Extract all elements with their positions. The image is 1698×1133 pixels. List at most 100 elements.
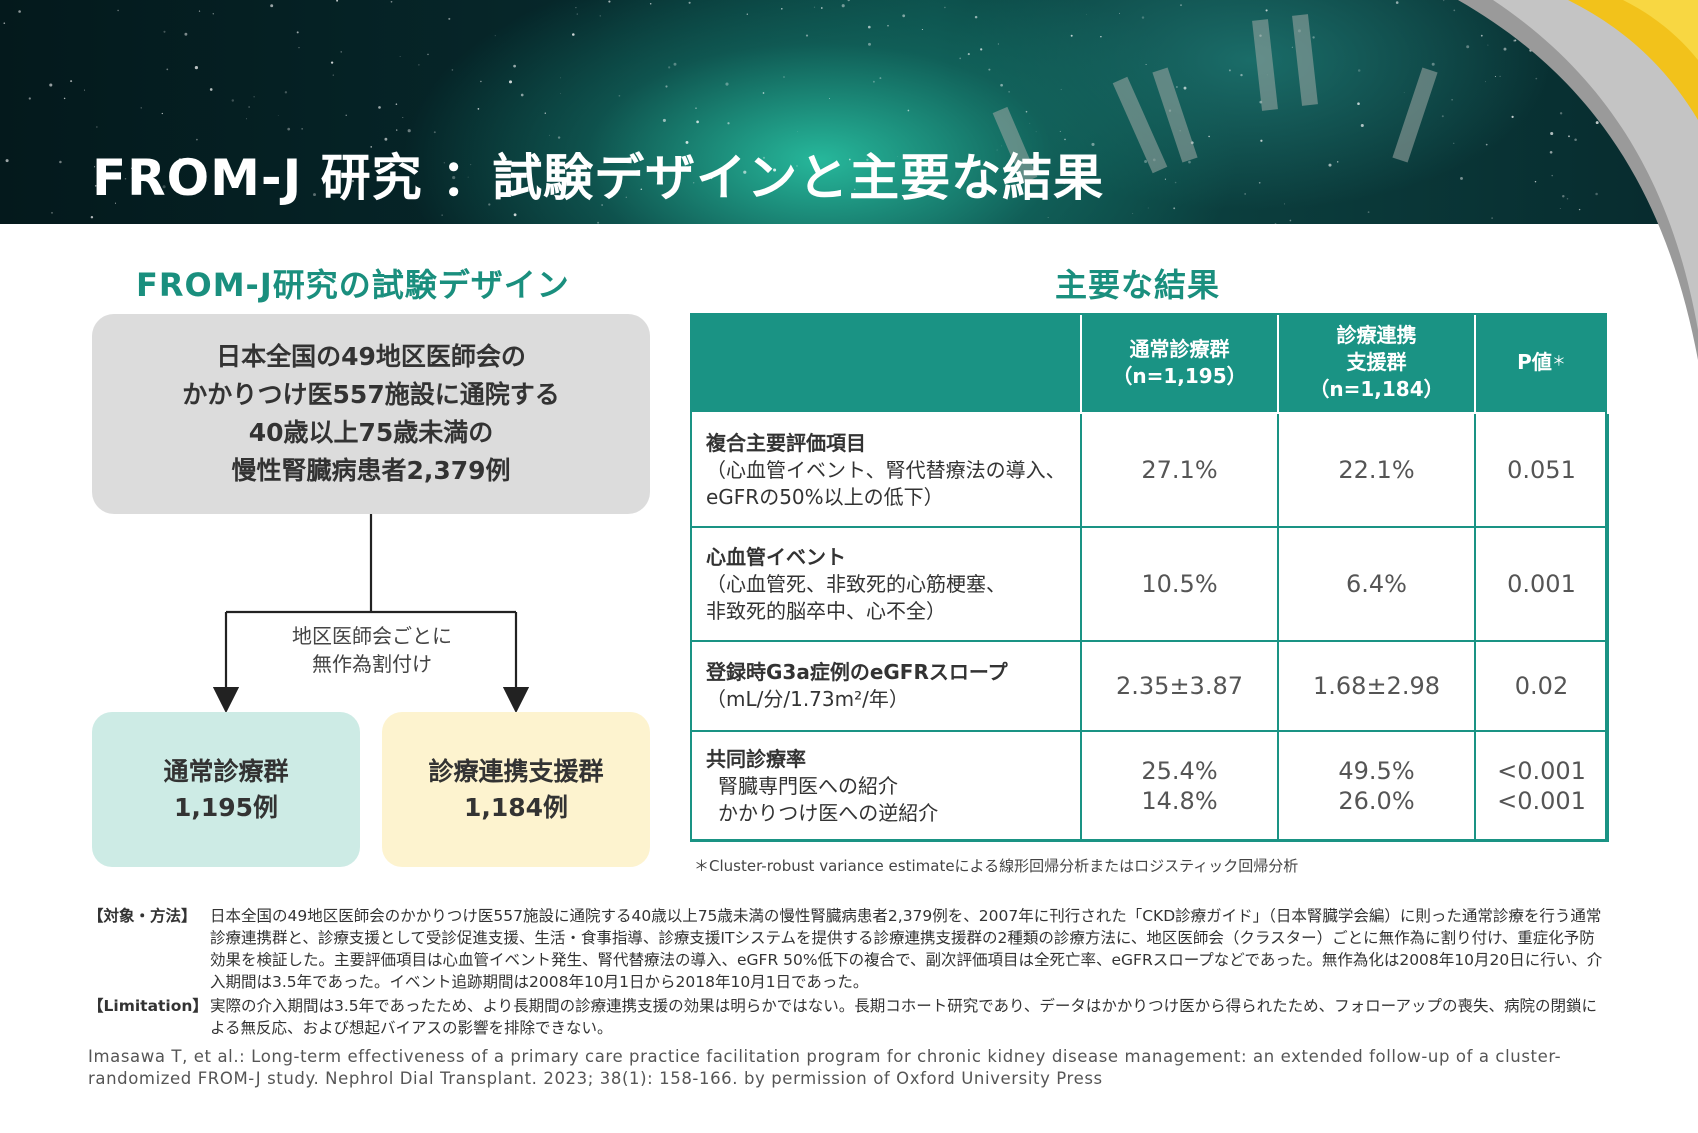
star-dot — [1001, 145, 1002, 147]
star-dot — [1550, 131, 1554, 136]
corner-decoration — [1458, 0, 1698, 360]
star-dot — [178, 158, 182, 162]
star-dot — [1403, 92, 1405, 93]
star-dot — [370, 146, 372, 148]
support-group-box: 診療連携支援群 1,184例 — [382, 712, 650, 867]
star-dot — [480, 80, 482, 83]
star-dot — [441, 214, 443, 216]
population-line: 40歳以上75歳未満の — [248, 418, 494, 447]
star-dot — [1511, 115, 1514, 119]
star-dot — [84, 89, 86, 91]
star-dot — [513, 64, 516, 68]
method-text: 日本全国の49地区医師会のかかりつけ医557施設に通院する40歳以上75歳未満の… — [210, 907, 1603, 991]
star-dot — [470, 164, 472, 166]
star-dot — [1258, 181, 1261, 184]
star-dot — [1047, 217, 1049, 218]
support-value: 1.68±2.98 — [1277, 640, 1476, 732]
star-dot — [996, 149, 998, 151]
table-header-row: 通常診療群 （n=1,195） 診療連携 支援群 （n=1,184） P値＊ — [690, 313, 1609, 414]
star-dot — [557, 136, 561, 139]
star-dot — [508, 80, 513, 84]
star-dot — [762, 156, 766, 159]
star-dot — [1289, 219, 1292, 222]
star-dot — [301, 128, 303, 130]
star-dot — [198, 10, 201, 12]
star-dot — [1260, 139, 1263, 142]
star-dot — [877, 162, 881, 166]
star-dot — [1494, 76, 1496, 77]
star-dot — [1059, 130, 1061, 132]
star-dot — [117, 9, 119, 12]
p-value: 0.001 — [1474, 526, 1609, 642]
star-dot — [124, 178, 127, 180]
star-dot — [887, 24, 889, 27]
star-dot — [418, 64, 420, 66]
star-dot — [51, 212, 53, 214]
star-dot — [608, 0, 611, 3]
star-dot — [1451, 99, 1453, 101]
star-dot — [1491, 217, 1493, 219]
star-dot — [184, 32, 188, 36]
star-dot — [1000, 83, 1003, 87]
star-dot — [711, 177, 713, 180]
limitation-text: 実際の介入期間は3.5年であったため、より長期間の診療連携支援の効果は明らかでは… — [210, 997, 1597, 1037]
star-dot — [1025, 110, 1028, 113]
star-dot — [1453, 142, 1455, 144]
star-dot — [340, 51, 342, 53]
method-row: 【対象・方法】 日本全国の49地区医師会のかかりつけ医557施設に通院する40歳… — [88, 905, 1608, 993]
star-dot — [329, 189, 333, 194]
star-dot — [796, 165, 798, 167]
star-dot — [467, 176, 469, 178]
star-dot — [1175, 86, 1178, 88]
star-dot — [921, 28, 923, 31]
table-row: 心血管イベント （心血管死、非致死的心筋梗塞、 非致死的脳卒中、心不全） 10.… — [690, 526, 1609, 642]
star-dot — [163, 30, 166, 33]
star-dot — [94, 166, 96, 168]
star-dot — [1562, 194, 1565, 198]
group-count: 1,195例 — [173, 792, 279, 822]
star-dot — [390, 0, 393, 3]
star-dot — [829, 97, 830, 99]
star-dot — [1183, 86, 1187, 90]
star-dot — [797, 131, 799, 133]
star-dot — [520, 93, 524, 97]
star-dot — [1357, 69, 1361, 72]
row-label: 複合主要評価項目 （心血管イベント、腎代替療法の導入、 eGFRの50%以上の低… — [690, 412, 1082, 528]
star-dot — [1328, 163, 1332, 167]
support-value: 6.4% — [1277, 526, 1476, 642]
group-count: 1,184例 — [463, 792, 569, 822]
star-dot — [18, 10, 21, 13]
star-dot — [813, 6, 816, 8]
star-dot — [896, 156, 898, 157]
star-dot — [378, 106, 381, 109]
star-dot — [1485, 143, 1488, 146]
star-dot — [980, 48, 983, 51]
star-dot — [1265, 9, 1268, 12]
star-dot — [1595, 192, 1598, 196]
citation: Imasawa T, et al.: Long-term effectivene… — [88, 1047, 1562, 1088]
table-row: 複合主要評価項目 （心血管イベント、腎代替療法の導入、 eGFRの50%以上の低… — [690, 412, 1609, 528]
star-dot — [1395, 1, 1399, 4]
star-dot — [399, 56, 401, 58]
star-dot — [668, 66, 671, 69]
star-dot — [1535, 77, 1538, 80]
star-dot — [1141, 16, 1145, 19]
star-dot — [1568, 135, 1570, 138]
results-table: 通常診療群 （n=1,195） 診療連携 支援群 （n=1,184） P値＊ 複… — [690, 313, 1609, 842]
star-dot — [868, 42, 871, 46]
limitation-row: 【Limitation】 実際の介入期間は3.5年であったため、より長期間の診療… — [88, 995, 1608, 1039]
star-dot — [231, 99, 235, 102]
star-dot — [427, 53, 429, 56]
star-dot — [287, 127, 291, 131]
star-dot — [640, 188, 643, 191]
table-footnote: ＊Cluster-robust variance estimateによる線形回帰… — [694, 857, 1299, 875]
star-dot — [396, 129, 398, 131]
star-dot — [1460, 176, 1463, 180]
star-dot — [743, 170, 747, 174]
star-dot — [336, 0, 339, 2]
star-dot — [1284, 203, 1286, 205]
star-dot — [1208, 135, 1210, 138]
usual-value: 27.1% — [1080, 412, 1279, 528]
star-dot — [746, 13, 748, 15]
p-value: 0.051 — [1474, 412, 1609, 528]
